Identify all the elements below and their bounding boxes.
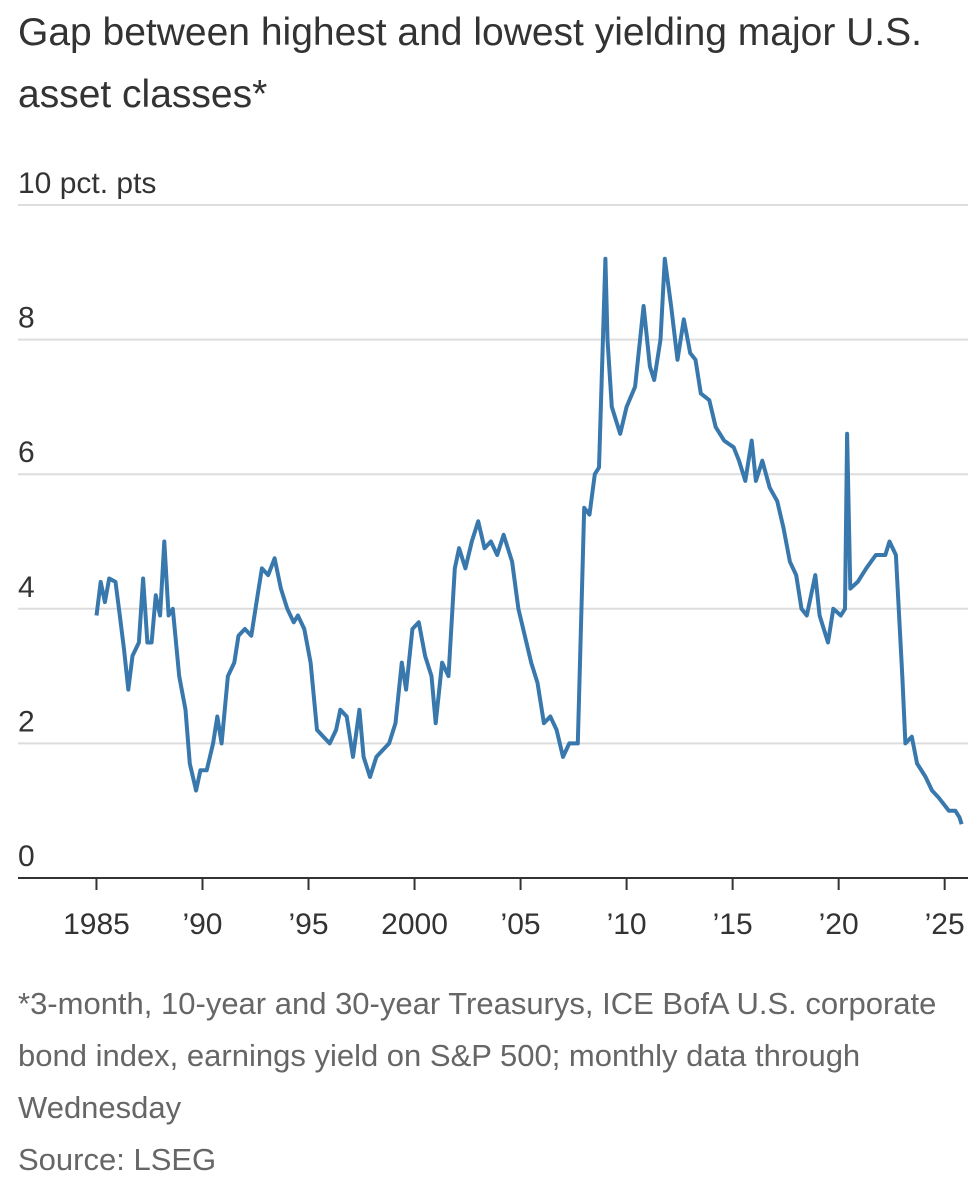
chart-title: Gap between highest and lowest yielding …: [18, 11, 923, 116]
line: [94, 256, 964, 825]
y-tick-label: 8: [18, 302, 35, 335]
y-tick-label: 6: [18, 436, 35, 469]
y-tick-label: 2: [18, 705, 35, 738]
footer: *3-month, 10-year and 30-year Treasurys,…: [18, 978, 958, 1186]
x-tick-label: 2000: [381, 908, 448, 941]
x-tick-label: ’20: [819, 908, 859, 941]
x-tick-label: ’15: [713, 908, 753, 941]
x-tick-label: ’90: [182, 908, 222, 941]
x-tick-label: ’95: [288, 908, 328, 941]
y-tick-label: 0: [18, 840, 35, 873]
chart: 0 2 4 6 8 10 pct. pts 1985 ’90 ’95 2000 ’05 ’10 ’15 ’…: [18, 167, 968, 941]
x-tick-label: ’10: [607, 908, 647, 941]
x-tick-label: 1985: [63, 908, 130, 941]
source: Source: LSEG: [18, 1142, 217, 1177]
y-tick-label: 4: [18, 571, 35, 604]
x-tick-label: ’05: [501, 908, 541, 941]
x-tick-label: ’25: [925, 908, 965, 941]
footnote: *3-month, 10-year and 30-year Treasurys,…: [18, 986, 937, 1125]
y-tick-label: 10 pct. pts: [18, 167, 156, 200]
